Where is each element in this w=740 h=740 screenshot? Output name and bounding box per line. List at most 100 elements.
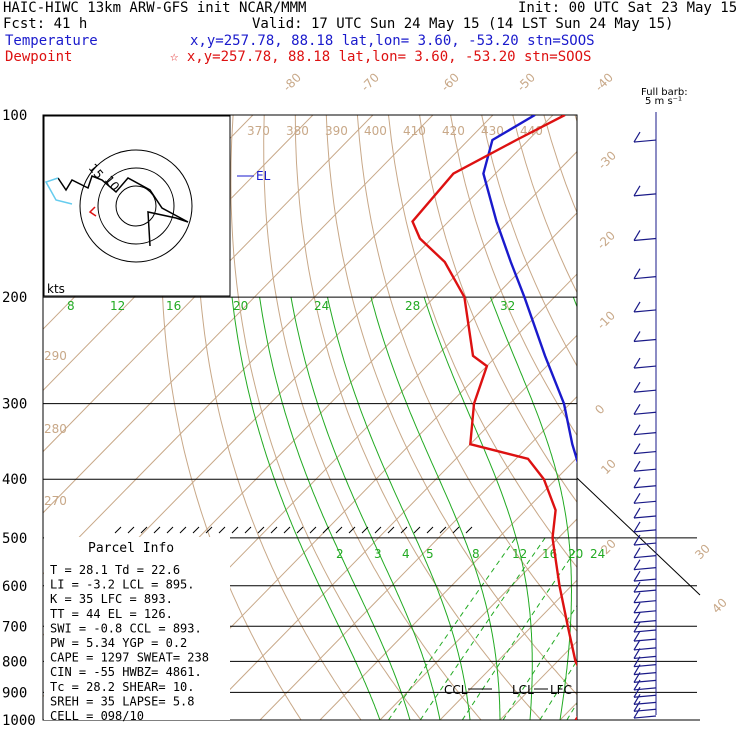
wind-barb-flag (633, 630, 641, 642)
wind-barb (633, 679, 657, 683)
freezing-hatch (387, 526, 395, 534)
title-text: HAIC-HIWC 13km ARW-GFS init NCAR/MMM (3, 0, 306, 16)
wind-barb (633, 411, 657, 415)
wind-barb-flag (633, 460, 641, 472)
pressure-tick-label: 200 (2, 290, 27, 306)
wind-barb (633, 276, 657, 280)
isotherm-line (439, 579, 577, 720)
hodograph-frame (43, 115, 231, 297)
wind-barb (633, 629, 657, 633)
wind-barb-flag (633, 621, 641, 633)
isotherm-line (199, 334, 577, 720)
ccl-label: CCL (444, 683, 468, 697)
isotherm-line (680, 115, 740, 720)
moist-adiabat (327, 296, 471, 720)
freezing-hatch (270, 526, 278, 534)
theta-label: 380 (286, 124, 309, 138)
mixing-ratio-label: 32 (500, 299, 515, 313)
temperature-label: Temperature (5, 33, 98, 49)
dry-adiabat (668, 115, 740, 720)
hodograph-inset (43, 115, 231, 297)
freezing-hatch (413, 526, 421, 534)
isotherm-line (43, 115, 374, 453)
wind-barb-flag (633, 612, 641, 623)
freezing-hatch (140, 526, 148, 534)
wind-barb-flag (633, 656, 641, 667)
isotherm-line (499, 640, 577, 720)
moist-adiabat (572, 296, 577, 308)
wind-barb (633, 139, 657, 143)
freezing-hatch (218, 526, 226, 534)
mixing-ratio-label: 20 (233, 299, 248, 313)
hodograph-ring-inner (115, 185, 157, 227)
freezing-hatch (426, 526, 434, 534)
wind-barb-flag (633, 694, 641, 705)
freezing-hatch (283, 526, 291, 534)
wind-barb-flag (633, 648, 641, 659)
hodograph-units-label: kts (47, 282, 65, 296)
moist-adiabat (290, 297, 441, 720)
dry-adiabat (325, 115, 577, 696)
theta-side-label: 280 (44, 422, 67, 436)
parcel-info-row: CIN = -55 HWBZ= 4861. (50, 665, 202, 679)
el-label: EL (256, 169, 271, 183)
wind-barb-flag (633, 547, 641, 558)
pressure-tick-label: 100 (2, 108, 27, 124)
wind-barb-flag (633, 301, 641, 313)
mixing-ratio-label: 2 (336, 547, 344, 561)
theta-label: 420 (442, 124, 465, 138)
dry-adiabat (356, 115, 577, 633)
wind-barb (633, 529, 657, 533)
hodograph-ring-mid (97, 167, 175, 245)
pressure-tick-label: 300 (2, 397, 27, 413)
wind-barb-flag (633, 581, 641, 593)
freezing-hatch (361, 526, 369, 534)
wind-barb (633, 555, 657, 559)
wind-barb-flag (633, 477, 641, 489)
wind-barb (633, 365, 657, 369)
dry-adiabat (196, 115, 362, 720)
mixing-ratio-line (388, 537, 517, 720)
pressure-tick-label: 1000 (2, 713, 36, 729)
wind-barb-flag (633, 570, 641, 582)
dry-adiabat (230, 115, 422, 720)
dewpoint-line (411, 115, 577, 720)
freezing-hatch (374, 526, 382, 534)
wind-barb (633, 708, 657, 712)
wind-barb (633, 589, 657, 593)
isotherm-line (43, 115, 434, 514)
theta-label: 390 (325, 124, 348, 138)
wind-barb (633, 600, 657, 604)
mixing-ratio-label: 5 (426, 547, 434, 561)
freezing-hatch (231, 526, 239, 534)
moist-adiabat (650, 297, 740, 720)
temperature-tick-label: -50 (514, 70, 538, 94)
wind-barb-flag (633, 185, 641, 197)
wind-barb-flag (633, 443, 641, 454)
parcel-info-row: T = 28.1 Td = 22.6 (50, 563, 180, 577)
wind-barb (633, 542, 657, 546)
freezing-hatch (179, 526, 187, 534)
mixing-ratio-label: 12 (512, 547, 527, 561)
temperature-tick-label: -80 (280, 70, 304, 94)
parcel-info-row: SWI = -0.8 CCL = 893. (50, 621, 202, 635)
mixing-ratio-label: 16 (166, 299, 181, 313)
mixing-ratio-label: 8 (67, 299, 75, 313)
isotherm-line (379, 518, 577, 720)
dry-adiabat (419, 115, 577, 504)
temperature-tick-label: -70 (358, 70, 382, 94)
wind-barb-flag (633, 534, 641, 546)
wind-barb (633, 389, 657, 393)
dewpoint-label: Dewpoint (5, 49, 72, 65)
pressure-tick-label: 700 (2, 619, 27, 635)
mixing-ratio-line (419, 537, 546, 720)
wind-barb-flag (633, 492, 641, 504)
parcel-info-row: CAPE = 1297 SWEAT= 238 (50, 651, 209, 665)
wind-barb (633, 701, 657, 705)
wind-barb (633, 450, 657, 455)
mixing-ratio-label: 12 (110, 299, 125, 313)
temperature-line (482, 115, 577, 464)
wind-barb (633, 664, 657, 668)
mixing-ratio-label: 3 (374, 547, 382, 561)
